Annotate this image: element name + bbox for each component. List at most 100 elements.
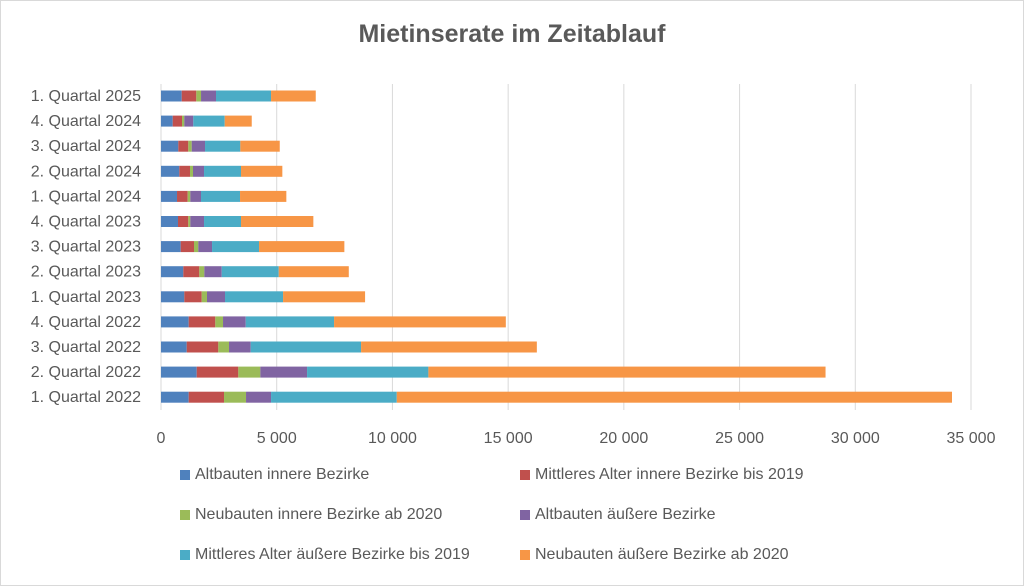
bar-segment — [245, 316, 335, 328]
bar-segment — [161, 316, 189, 328]
bar-segment — [161, 90, 182, 102]
bar-segment — [241, 165, 283, 177]
bar-segment — [161, 140, 179, 152]
bar-segment — [271, 90, 316, 102]
legend-item: Altbauten äußere Bezirke — [520, 506, 716, 524]
bar-segment — [198, 241, 213, 253]
bar-segment — [161, 216, 179, 227]
legend-swatch — [180, 510, 190, 520]
bar-segment — [334, 316, 506, 328]
x-tick-labels: 0 5 000 10 000 15 000 20 000 25 000 30 000 35 0… — [157, 430, 996, 447]
bar-segment — [184, 115, 194, 127]
bar-segment — [161, 341, 187, 353]
legend-swatch — [520, 470, 530, 480]
bar-segment — [307, 366, 429, 378]
bar-segment — [161, 241, 181, 253]
legend-item: Altbauten innere Bezirke — [180, 466, 369, 484]
bar-segment — [199, 266, 205, 278]
bar-segment — [361, 341, 537, 353]
bar-segment — [221, 266, 279, 278]
bar-segment — [188, 140, 192, 152]
bar-segment — [186, 341, 219, 353]
x-tick-label: 15 000 — [484, 430, 533, 447]
bar-segment — [240, 190, 287, 202]
bar-segment — [161, 190, 178, 202]
bar-segment — [161, 165, 180, 177]
x-tick-label: 10 000 — [368, 430, 417, 447]
bar-segment — [161, 391, 189, 403]
category-label: 4. Quartal 2023 — [31, 214, 141, 231]
bar-segment — [161, 366, 197, 378]
legend-label: Mittleres Alter äußere Bezirke bis 2019 — [195, 546, 470, 563]
bar-segment — [201, 291, 208, 303]
bar-segment — [240, 140, 280, 152]
bar-segment — [218, 341, 230, 353]
bar-segment — [278, 266, 349, 278]
bar-segment — [225, 291, 284, 303]
x-tick-label: 35 000 — [947, 430, 996, 447]
bar-segment — [194, 241, 199, 253]
bar-segment — [161, 291, 185, 303]
legend-label: Altbauten innere Bezirke — [195, 466, 370, 483]
category-labels: 1. Quartal 2025 4. Quartal 2024 3. Quartal… — [31, 88, 141, 406]
bar-segment — [191, 140, 206, 152]
bar-segment — [190, 190, 202, 202]
bar-segment — [182, 115, 185, 127]
bar-segment — [188, 391, 225, 403]
bar-segment — [193, 165, 205, 177]
bar-segment — [181, 90, 197, 102]
bar-segment — [212, 241, 260, 253]
x-tick-label: 0 — [157, 430, 166, 447]
bar-segment — [204, 216, 242, 227]
bar-segment — [396, 391, 952, 403]
bar-segment — [223, 316, 246, 328]
bar-segment — [201, 90, 217, 102]
category-label: 4. Quartal 2022 — [31, 314, 141, 331]
bar-segment — [201, 190, 241, 202]
bar-segment — [283, 291, 366, 303]
legend-item: Neubauten innere Bezirke ab 2020 — [180, 506, 442, 524]
bar-segment — [193, 115, 225, 127]
x-tick-label: 30 000 — [831, 430, 880, 447]
bar-segment — [190, 216, 205, 227]
category-label: 1. Quartal 2025 — [31, 88, 141, 105]
legend-item: Neubauten äußere Bezirke ab 2020 — [520, 546, 789, 564]
bar-segment — [250, 341, 362, 353]
category-label: 2. Quartal 2022 — [31, 364, 141, 381]
bar-segment — [246, 391, 272, 403]
legend-item: Mittleres Alter innere Bezirke bis 2019 — [520, 466, 804, 484]
bar-segment — [161, 266, 184, 278]
bar-segment — [204, 165, 242, 177]
bar-segment — [178, 140, 189, 152]
category-label: 1. Quartal 2024 — [31, 188, 141, 205]
category-label: 1. Quartal 2022 — [31, 389, 141, 406]
bar-segment — [177, 190, 188, 202]
bar-segment — [224, 115, 252, 127]
legend-label: Neubauten äußere Bezirke ab 2020 — [535, 546, 789, 563]
bar-segment — [187, 190, 191, 202]
category-label: 2. Quartal 2023 — [31, 264, 141, 281]
bar-segment — [196, 366, 239, 378]
category-label: 3. Quartal 2022 — [31, 339, 141, 356]
bar-segment — [224, 391, 247, 403]
chart-title: Mietinserate im Zeitablauf — [358, 20, 666, 48]
bar-segment — [229, 341, 251, 353]
x-tick-label: 20 000 — [599, 430, 648, 447]
bar-segment — [260, 366, 308, 378]
bar-segment — [184, 291, 202, 303]
bar-segment — [204, 266, 222, 278]
legend-swatch — [180, 550, 190, 560]
legend-label: Mittleres Alter innere Bezirke bis 2019 — [535, 466, 804, 483]
x-tick-label: 25 000 — [715, 430, 764, 447]
category-label: 3. Quartal 2023 — [31, 239, 141, 256]
bar-segment — [215, 316, 224, 328]
legend-swatch — [180, 470, 190, 480]
bar-segment — [259, 241, 345, 253]
legend-label: Neubauten innere Bezirke ab 2020 — [195, 506, 443, 523]
legend-swatch — [520, 550, 530, 560]
legend-swatch — [520, 510, 530, 520]
bar-segment — [161, 115, 173, 127]
bar-segment — [188, 316, 216, 328]
category-label: 4. Quartal 2024 — [31, 113, 141, 130]
